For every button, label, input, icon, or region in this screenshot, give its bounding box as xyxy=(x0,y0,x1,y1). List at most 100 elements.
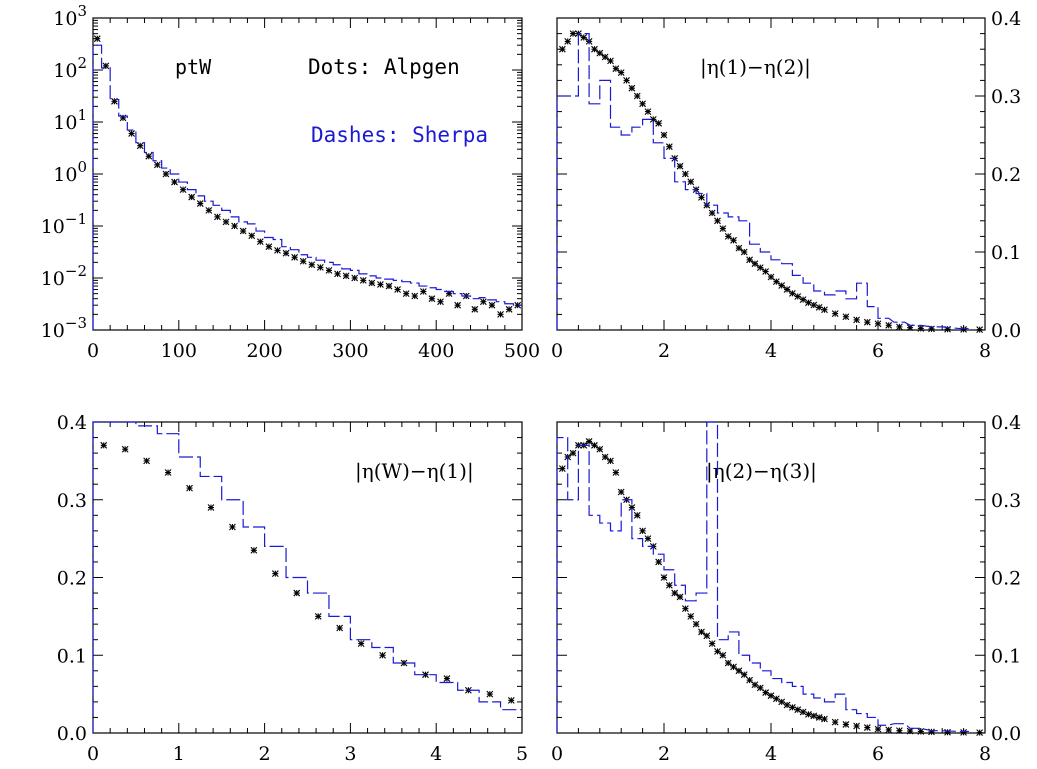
alpgen-point xyxy=(671,589,679,597)
alpgen-point xyxy=(896,323,903,331)
alpgen-point xyxy=(612,469,620,476)
panel-eta23: 0 2 4 6 80.0 0.1 0.2 0.3 0.4 |η(2)−η(3)| xyxy=(551,412,1021,765)
alpgen-point xyxy=(944,728,951,736)
alpgen-point xyxy=(644,108,652,115)
x-tick-label: 1 xyxy=(173,743,185,765)
alpgen-point xyxy=(794,706,802,714)
y-tick-label: 0.3 xyxy=(991,490,1021,512)
alpgen-point xyxy=(205,206,213,214)
alpgen-point xyxy=(756,264,764,271)
alpgen-point xyxy=(772,695,780,703)
y-tick-label: 10−1 xyxy=(41,210,87,238)
alpgen-point xyxy=(655,119,663,127)
alpgen-point xyxy=(437,298,444,306)
y-tick-label: 0.3 xyxy=(991,86,1021,108)
alpgen-point xyxy=(628,84,636,92)
alpgen-point xyxy=(633,511,641,519)
alpgen-point xyxy=(960,325,967,333)
y-tick-label: 0.4 xyxy=(57,412,87,434)
x-tick-label: 3 xyxy=(344,743,356,765)
sherpa-histogram-line xyxy=(556,33,969,330)
alpgen-point xyxy=(735,667,743,675)
alpgen-point xyxy=(805,299,812,307)
alpgen-point xyxy=(188,193,196,201)
y-tick-label: 0.2 xyxy=(991,568,1021,590)
alpgen-point xyxy=(714,647,721,655)
alpgen-point xyxy=(676,593,684,601)
alpgen-point xyxy=(821,715,828,723)
alpgen-point xyxy=(853,722,860,730)
x-tick-label: 4 xyxy=(430,743,442,765)
alpgen-point xyxy=(162,170,170,178)
alpgen-point xyxy=(767,273,775,281)
x-tick-label: 2 xyxy=(259,743,271,765)
alpgen-point xyxy=(692,620,700,628)
alpgen-point xyxy=(896,727,903,735)
alpgen-point xyxy=(293,589,301,597)
alpgen-point xyxy=(633,92,641,100)
alpgen-point xyxy=(271,570,279,578)
alpgen-point xyxy=(762,689,770,696)
alpgen-point xyxy=(596,49,604,57)
alpgen-point xyxy=(687,178,695,186)
alpgen-point xyxy=(698,194,705,201)
legend-dashes-label: Dashes: Sherpa xyxy=(311,123,488,147)
alpgen-point xyxy=(805,710,812,718)
panel-eta12: 0 2 4 6 80.0 0.1 0.2 0.3 0.4 |η(1)−η(2)| xyxy=(551,8,1021,362)
alpgen-point xyxy=(730,236,737,244)
alpgen-point xyxy=(655,558,663,566)
alpgen-point xyxy=(400,659,408,667)
alpgen-point xyxy=(756,684,764,692)
y-tick-label: 0.3 xyxy=(57,490,87,512)
alpgen-point xyxy=(128,130,135,137)
y-tick-label: 0.4 xyxy=(991,8,1021,30)
alpgen-point xyxy=(960,728,967,736)
alpgen-point xyxy=(357,640,365,647)
alpgen-point xyxy=(153,161,161,169)
alpgen-point xyxy=(121,445,129,453)
alpgen-point xyxy=(368,279,376,287)
alpgen-point xyxy=(719,651,727,659)
alpgen-point xyxy=(762,268,770,275)
alpgen-point xyxy=(580,34,588,41)
alpgen-point xyxy=(799,708,807,716)
x-tick-label: 4 xyxy=(765,340,777,362)
alpgen-point xyxy=(660,574,668,581)
alpgen-point xyxy=(196,200,204,207)
alpgen-point xyxy=(831,310,839,318)
alpgen-point xyxy=(239,227,247,235)
alpgen-point xyxy=(558,465,566,473)
alpgen-point xyxy=(639,527,646,535)
alpgen-point xyxy=(783,701,791,709)
alpgen-point xyxy=(231,222,238,230)
alpgen-point xyxy=(471,305,479,313)
alpgen-point xyxy=(724,233,732,240)
alpgen-point xyxy=(514,301,522,309)
alpgen-point xyxy=(767,692,775,700)
y-tick-label: 100 xyxy=(53,158,87,186)
alpgen-point xyxy=(569,449,577,457)
alpgen-point xyxy=(617,488,625,496)
alpgen-point xyxy=(607,57,614,65)
alpgen-point xyxy=(740,671,748,679)
alpgen-point xyxy=(746,676,753,684)
alpgen-point xyxy=(569,30,577,37)
alpgen-point xyxy=(863,318,871,326)
y-tick-label: 101 xyxy=(53,106,87,134)
alpgen-point xyxy=(229,523,236,531)
y-tick-label: 0.2 xyxy=(57,568,87,590)
alpgen-point xyxy=(740,248,748,256)
alpgen-point xyxy=(842,721,850,728)
alpgen-point xyxy=(778,698,786,706)
alpgen-point xyxy=(623,77,630,84)
alpgen-point xyxy=(639,100,646,108)
alpgen-point xyxy=(649,116,657,123)
alpgen-point xyxy=(136,142,144,150)
alpgen-point xyxy=(507,696,515,704)
y-tick-label: 0.0 xyxy=(991,320,1021,342)
alpgen-point xyxy=(171,178,178,186)
y-tick-label: 0.0 xyxy=(57,723,87,745)
alpgen-point xyxy=(724,659,732,667)
alpgen-point xyxy=(316,263,324,271)
alpgen-point xyxy=(772,278,780,286)
